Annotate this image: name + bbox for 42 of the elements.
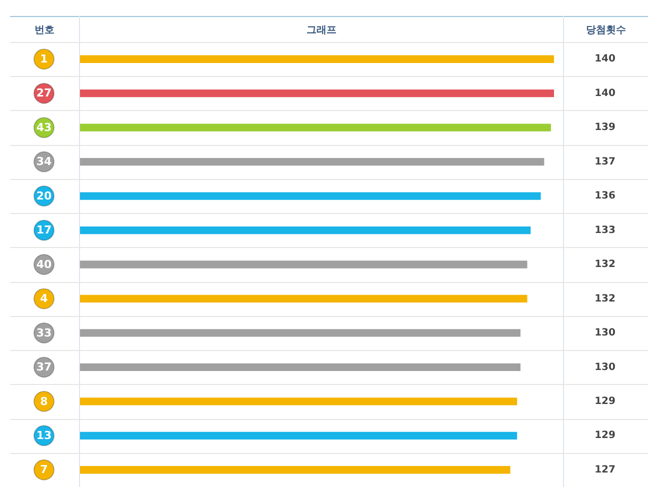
data-label: 133 [594,224,616,236]
y-tick-label: 43 [36,120,52,134]
data-label: 129 [594,396,616,408]
bar [80,432,518,440]
bar [80,329,520,337]
bar [80,124,551,132]
text: 당첨횟수 [585,24,627,37]
bar [80,294,528,303]
y-tick-label: 1 [40,52,48,66]
y-tick-label: 13 [36,429,52,442]
data-label: 127 [594,464,616,476]
data-label: 130 [594,362,616,373]
bar [80,363,520,372]
data-label: 137 [594,156,616,168]
y-tick-label: 33 [36,326,52,340]
y-tick-label: 20 [36,189,52,202]
bar [80,90,554,98]
y-tick-label: 40 [36,258,52,271]
data-label: 139 [594,122,616,134]
y-tick-label: 27 [36,86,52,100]
data-label: 140 [594,88,616,99]
data-label: 129 [594,430,616,442]
data-label: 136 [594,190,616,202]
bar [80,398,518,406]
y-axis-title: 번호 [34,24,56,37]
data-label: 132 [594,293,616,304]
y-tick-label: 4 [40,292,48,306]
bar [80,158,544,166]
data-label: 130 [594,328,616,339]
y-tick-label: 7 [40,463,48,476]
y-tick-label: 34 [36,155,52,168]
y-tick-label: 8 [40,394,48,408]
bar [80,260,528,268]
y-tick-label: 37 [36,360,52,374]
data-label: 140 [594,54,616,65]
bar [80,226,531,234]
data-label: 132 [594,259,616,270]
bar [80,192,541,200]
text: 그래프 [306,24,338,37]
bar [80,466,510,474]
y-tick-label: 17 [36,224,52,237]
bar [80,55,554,63]
